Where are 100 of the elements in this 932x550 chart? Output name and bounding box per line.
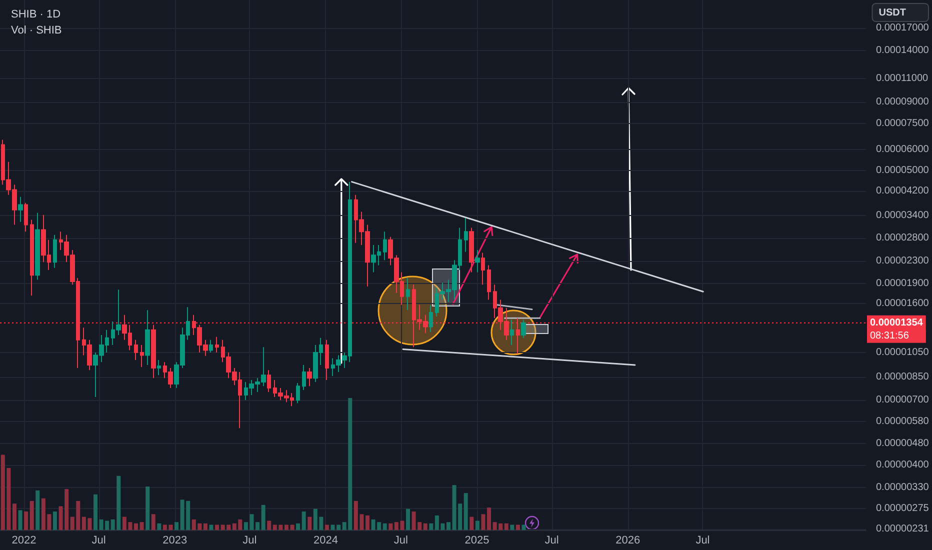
candlestick xyxy=(429,304,433,333)
bar xyxy=(464,493,468,530)
bar xyxy=(256,522,260,530)
y-tick-label: 0.00005000 xyxy=(876,165,930,176)
candlestick xyxy=(215,336,219,353)
y-tick-label: 0.00003400 xyxy=(876,210,930,222)
bar xyxy=(446,522,450,530)
y-tick-label: 0.00002800 xyxy=(876,232,930,244)
candlestick xyxy=(464,217,468,252)
bar xyxy=(516,524,520,530)
bar xyxy=(24,512,28,530)
candlestick xyxy=(487,264,491,300)
bar xyxy=(429,523,434,530)
candlestick xyxy=(307,368,312,387)
candlestick xyxy=(481,252,485,286)
candlestick xyxy=(35,212,40,280)
candlestick xyxy=(53,234,57,268)
x-tick-label: Jul xyxy=(394,534,408,546)
y-tick-label: 0.00000480 xyxy=(876,438,930,450)
candlestick xyxy=(383,231,387,261)
bar xyxy=(406,508,410,530)
candlestick xyxy=(140,344,144,368)
candlestick xyxy=(24,202,28,232)
bar xyxy=(203,523,208,530)
bar xyxy=(174,522,179,530)
bar xyxy=(261,504,266,530)
bar xyxy=(302,512,306,530)
candlestick xyxy=(18,196,23,222)
x-tick-label: Jul xyxy=(92,534,106,546)
bar xyxy=(510,524,514,530)
bar xyxy=(267,520,272,530)
bar xyxy=(215,524,220,530)
bar xyxy=(209,524,214,530)
y-tick-label: 0.00000580 xyxy=(876,416,930,428)
candlestick xyxy=(157,360,161,376)
y-axis-title: USDT xyxy=(878,8,906,18)
bar xyxy=(134,523,138,530)
bar xyxy=(157,523,162,530)
y-tick-label: 0.00001050 xyxy=(876,346,930,358)
y-tick-label: 0.00000700 xyxy=(876,394,930,406)
y-tick-label: 0.00004200 xyxy=(876,185,930,196)
x-tick-label: 2025 xyxy=(464,534,490,546)
candlestick xyxy=(145,310,150,366)
y-tick-label: 0.00009000 xyxy=(876,96,930,108)
candlestick xyxy=(209,339,213,353)
y-tick-label: 0.00014000 xyxy=(876,45,930,56)
chart-title: Vol · SHIB xyxy=(11,24,62,36)
candlestick xyxy=(296,382,300,404)
candlestick xyxy=(267,370,271,393)
bar xyxy=(140,522,144,530)
candlestick xyxy=(134,339,138,361)
y-tick-label: 0.00000400 xyxy=(876,459,930,470)
bar xyxy=(30,500,34,530)
y-tick-label: 0.00011000 xyxy=(876,73,929,84)
bar xyxy=(388,523,393,530)
y-tick-label: 0.00001600 xyxy=(876,298,930,309)
bar xyxy=(12,504,16,530)
candlestick xyxy=(325,339,329,381)
bar xyxy=(296,523,300,530)
y-tick-label: 0.00007500 xyxy=(876,118,930,129)
y-tick-label: 0.00001900 xyxy=(876,278,930,289)
candlestick xyxy=(469,227,474,273)
bar xyxy=(475,520,480,530)
x-tick-label: Jul xyxy=(544,534,559,546)
bar xyxy=(151,514,156,530)
x-tick-label: 2023 xyxy=(162,534,188,546)
text: 08:31:56 xyxy=(870,330,910,342)
bar xyxy=(522,524,526,530)
bar xyxy=(504,523,508,530)
ref-line-label: 0.00001354 xyxy=(870,317,924,328)
bar xyxy=(52,512,57,530)
bar xyxy=(36,490,40,530)
y-tick-label: 0.00017000 xyxy=(876,22,930,34)
y-tick-label: 0.00000231 xyxy=(876,523,930,534)
y-tick-label: 0.00000850 xyxy=(876,372,930,383)
bar xyxy=(93,494,98,530)
x-tick-label: 2022 xyxy=(12,534,36,546)
bar xyxy=(365,515,370,530)
candlestick xyxy=(521,319,526,338)
candlestick xyxy=(302,364,306,391)
bar xyxy=(18,510,22,530)
bar xyxy=(487,508,492,530)
bar xyxy=(308,516,312,530)
y-tick-label: 0.00006000 xyxy=(876,144,930,155)
y-tick-label: 0.00000275 xyxy=(876,503,930,514)
y-tick-label: 0.00000330 xyxy=(876,482,930,493)
bar xyxy=(146,486,150,530)
x-tick-label: Jul xyxy=(696,534,710,546)
bar xyxy=(382,523,387,530)
x-tick-label: 2024 xyxy=(313,534,338,546)
text: SHIB · 1D xyxy=(11,8,61,20)
x-tick-label: 2026 xyxy=(616,534,640,546)
candlestick xyxy=(406,277,410,311)
bar xyxy=(324,524,329,530)
y-tick-label: 0.00002300 xyxy=(876,256,930,267)
bar xyxy=(423,523,428,530)
candlestick xyxy=(475,249,480,273)
bar xyxy=(481,514,486,530)
x-tick-label: Jul xyxy=(242,534,257,546)
bar xyxy=(470,516,474,530)
